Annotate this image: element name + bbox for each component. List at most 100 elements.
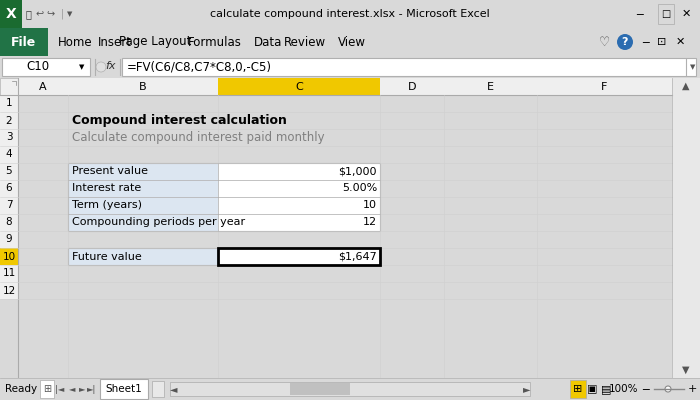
Bar	[672, 78, 700, 378]
Bar	[0, 0, 22, 28]
Text: ?: ?	[622, 37, 629, 47]
Text: 10: 10	[363, 200, 377, 210]
Bar	[0, 163, 18, 180]
Bar	[0, 231, 18, 248]
Bar	[100, 379, 148, 399]
Text: calculate compound interest.xlsx - Microsoft Excel: calculate compound interest.xlsx - Micro…	[210, 9, 490, 19]
Text: $1,647: $1,647	[338, 252, 377, 262]
Text: $1,000: $1,000	[339, 166, 377, 176]
Text: 3: 3	[6, 132, 13, 142]
Text: 9: 9	[6, 234, 13, 244]
Text: Formulas: Formulas	[188, 36, 242, 48]
Bar	[218, 197, 380, 214]
Bar	[68, 248, 380, 265]
Text: ►: ►	[78, 384, 85, 394]
Text: C10: C10	[27, 60, 50, 74]
Bar	[0, 180, 18, 197]
Text: B: B	[139, 82, 147, 92]
Text: |: |	[60, 9, 64, 19]
Text: ─: ─	[643, 384, 650, 394]
Text: ▤: ▤	[601, 384, 611, 394]
Bar	[152, 381, 164, 397]
Bar	[68, 180, 218, 197]
Text: Home: Home	[57, 36, 92, 48]
Text: ►|: ►|	[88, 384, 97, 394]
Text: Calculate compound interest paid monthly: Calculate compound interest paid monthly	[72, 131, 325, 144]
Text: ◄: ◄	[69, 384, 76, 394]
Text: ⊞: ⊞	[573, 384, 582, 394]
Bar	[0, 129, 18, 146]
Text: Sheet1: Sheet1	[106, 384, 142, 394]
Bar	[68, 163, 218, 180]
Text: ─: ─	[636, 9, 643, 19]
Text: 100%: 100%	[609, 384, 638, 394]
Text: 12: 12	[2, 286, 15, 296]
Text: D: D	[407, 82, 416, 92]
Text: File: File	[11, 36, 36, 48]
Text: 12: 12	[363, 218, 377, 228]
Text: 4: 4	[6, 150, 13, 160]
Text: Insert: Insert	[98, 36, 132, 48]
Text: □: □	[662, 9, 671, 19]
Text: ↪: ↪	[46, 9, 54, 19]
Text: ▼: ▼	[79, 64, 85, 70]
Text: Ready: Ready	[5, 384, 37, 394]
Text: 6: 6	[6, 184, 13, 194]
Text: 8: 8	[6, 218, 13, 228]
Text: C: C	[295, 82, 303, 92]
Bar	[658, 4, 674, 24]
Text: 10: 10	[2, 252, 15, 262]
Bar	[0, 197, 18, 214]
Text: ▼: ▼	[690, 64, 695, 70]
Circle shape	[96, 62, 106, 72]
Text: Term (years): Term (years)	[72, 200, 142, 210]
Bar	[0, 265, 18, 282]
Text: Page Layout: Page Layout	[119, 36, 191, 48]
Text: ▣: ▣	[587, 384, 597, 394]
Text: ↩: ↩	[36, 9, 44, 19]
Bar	[0, 214, 18, 231]
Text: Data: Data	[254, 36, 282, 48]
Bar	[0, 78, 18, 95]
Text: 7: 7	[6, 200, 13, 210]
Bar	[0, 282, 18, 299]
Text: 5.00%: 5.00%	[342, 184, 377, 194]
Text: ▼: ▼	[67, 11, 73, 17]
Text: ▲: ▲	[682, 81, 690, 91]
Bar	[68, 197, 218, 214]
Bar	[218, 163, 380, 180]
Bar	[218, 214, 380, 231]
Text: Review: Review	[284, 36, 326, 48]
Text: Interest rate: Interest rate	[72, 184, 141, 194]
Text: ✕: ✕	[681, 9, 691, 19]
Text: A: A	[39, 82, 47, 92]
Text: fx: fx	[105, 61, 116, 71]
Bar	[68, 214, 218, 231]
Bar	[0, 78, 700, 95]
Text: ◄: ◄	[170, 384, 178, 394]
Bar	[218, 248, 380, 265]
Text: E: E	[487, 82, 494, 92]
Text: ⊡: ⊡	[657, 37, 666, 47]
Text: Future value: Future value	[72, 252, 141, 262]
Bar	[40, 380, 54, 398]
Bar	[0, 95, 18, 112]
Bar	[290, 383, 350, 395]
Bar	[0, 146, 18, 163]
Text: ♡: ♡	[599, 36, 610, 48]
Bar	[170, 382, 530, 396]
Text: ▼: ▼	[682, 365, 690, 375]
Text: 💾: 💾	[25, 9, 31, 19]
Bar	[218, 248, 380, 265]
Text: Compound interest calculation: Compound interest calculation	[72, 114, 287, 127]
Bar	[2, 58, 90, 76]
Text: +: +	[687, 384, 696, 394]
Text: Present value: Present value	[72, 166, 148, 176]
Text: ─: ─	[642, 37, 648, 47]
Text: 2: 2	[6, 116, 13, 126]
Text: Compounding periods per year: Compounding periods per year	[72, 218, 245, 228]
Circle shape	[665, 386, 671, 392]
Text: 11: 11	[2, 268, 15, 278]
Text: View: View	[338, 36, 366, 48]
Bar	[68, 163, 380, 231]
